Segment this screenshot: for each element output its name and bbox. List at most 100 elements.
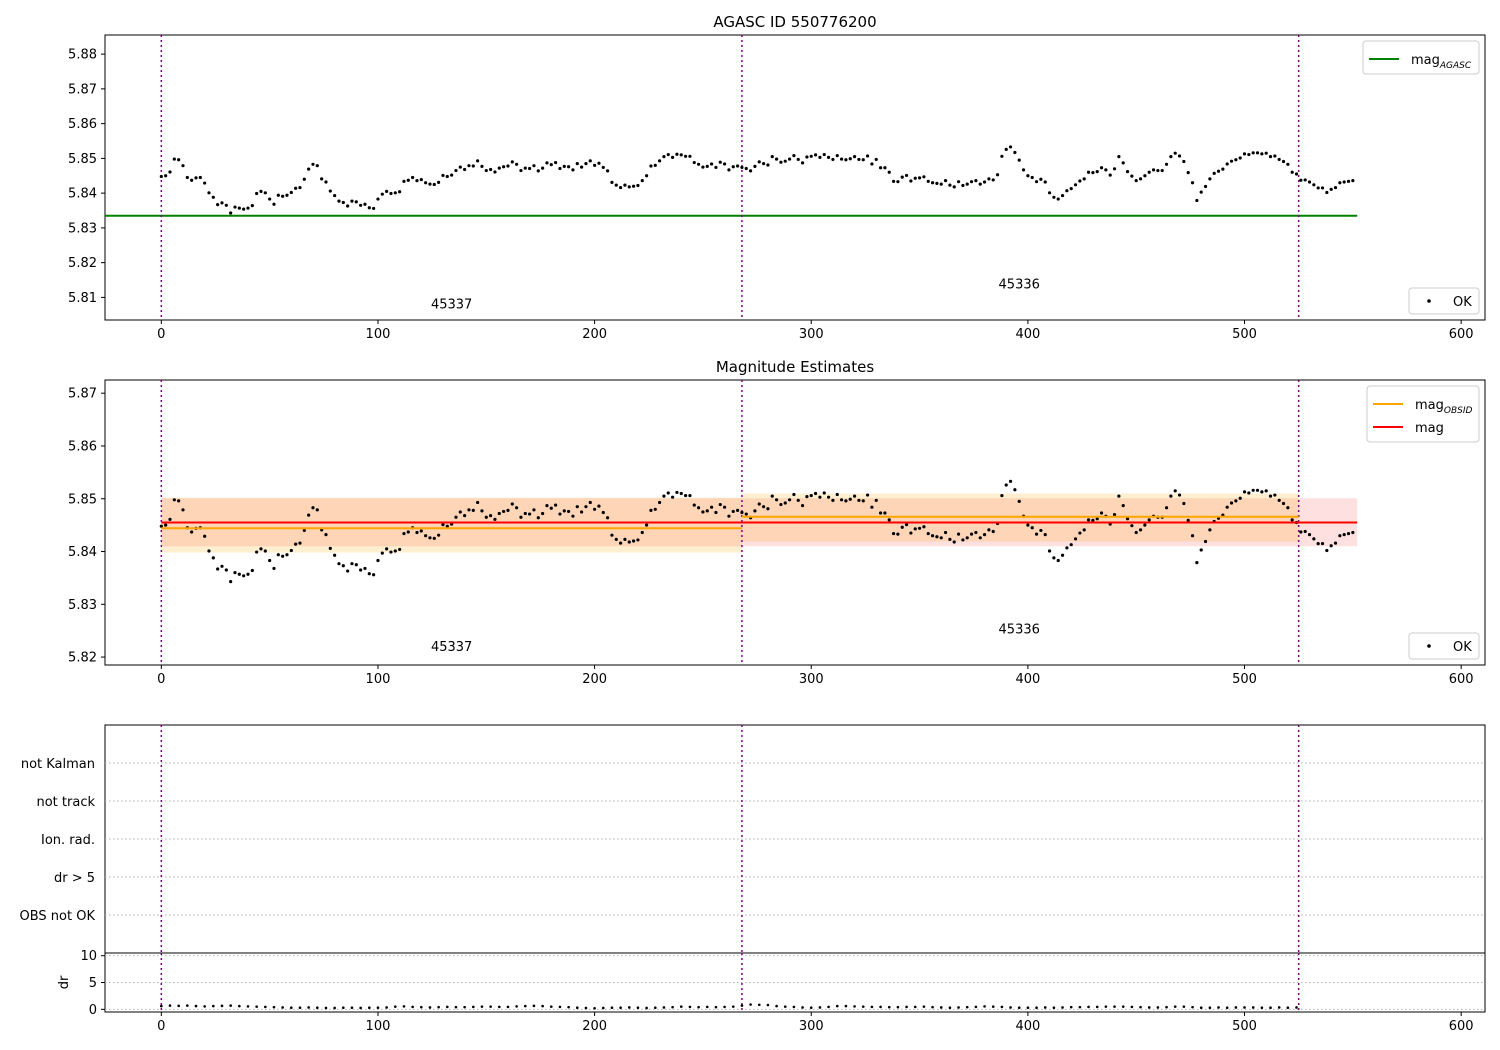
data-point bbox=[246, 1005, 250, 1008]
data-point bbox=[982, 180, 987, 184]
data-point bbox=[861, 499, 865, 503]
data-point bbox=[398, 190, 402, 194]
data-point bbox=[359, 203, 363, 207]
data-point bbox=[268, 558, 272, 563]
data-point bbox=[1013, 150, 1017, 155]
x-tick-label: 200 bbox=[582, 327, 607, 342]
data-point bbox=[965, 1005, 969, 1009]
data-point bbox=[393, 549, 397, 553]
data-point bbox=[593, 163, 597, 167]
y-tick-label: 5.88 bbox=[68, 48, 97, 63]
data-point bbox=[1125, 169, 1130, 174]
data-point bbox=[324, 180, 328, 184]
data-point bbox=[177, 1004, 180, 1008]
data-point bbox=[1225, 1006, 1229, 1010]
data-point bbox=[722, 505, 727, 509]
data-point bbox=[796, 157, 800, 162]
data-point bbox=[961, 183, 965, 188]
x-tick-label: 400 bbox=[1015, 327, 1040, 342]
data-point bbox=[480, 164, 484, 168]
data-point bbox=[536, 169, 540, 173]
data-point bbox=[484, 515, 488, 519]
data-point bbox=[874, 498, 878, 502]
data-point bbox=[302, 177, 306, 181]
data-point bbox=[1112, 167, 1117, 171]
data-point bbox=[489, 167, 493, 172]
data-point bbox=[315, 508, 319, 512]
data-point bbox=[645, 174, 649, 178]
data-point bbox=[497, 511, 501, 516]
data-point bbox=[909, 179, 913, 183]
data-point bbox=[1008, 145, 1013, 149]
data-point bbox=[580, 165, 584, 169]
y-tick-label: 5 bbox=[89, 976, 97, 991]
flag-category-label: not Kalman bbox=[21, 757, 95, 772]
data-point bbox=[181, 164, 185, 168]
data-point bbox=[974, 530, 978, 535]
data-point bbox=[571, 514, 575, 518]
data-point bbox=[584, 1006, 588, 1010]
data-point bbox=[627, 540, 631, 544]
data-point bbox=[735, 164, 740, 168]
data-point bbox=[216, 203, 220, 207]
data-point bbox=[1156, 168, 1160, 173]
data-point bbox=[697, 1005, 700, 1009]
data-point bbox=[636, 1006, 640, 1010]
data-point bbox=[987, 528, 991, 532]
data-point bbox=[688, 154, 692, 158]
data-point bbox=[779, 160, 783, 164]
data-point bbox=[268, 197, 272, 201]
data-point bbox=[298, 185, 302, 190]
data-point bbox=[532, 164, 536, 168]
data-point bbox=[1130, 1005, 1134, 1009]
data-point bbox=[467, 508, 471, 512]
data-point bbox=[1277, 1006, 1281, 1009]
data-point bbox=[657, 159, 662, 163]
data-point bbox=[943, 179, 948, 183]
panel-magnitude-estimates: 0 100 200 300 400 500 600 5.82 5.83 5.84 5.85 5.86 5… bbox=[68, 379, 1486, 687]
data-point bbox=[904, 523, 909, 527]
data-point bbox=[905, 1005, 908, 1009]
data-point bbox=[1268, 494, 1273, 498]
data-point bbox=[1151, 168, 1156, 172]
data-point bbox=[289, 548, 293, 553]
data-point bbox=[584, 505, 588, 509]
data-point bbox=[454, 1005, 458, 1009]
data-point bbox=[632, 184, 636, 188]
data-point bbox=[1247, 152, 1251, 157]
data-point bbox=[1208, 1006, 1212, 1010]
data-point bbox=[437, 1005, 440, 1009]
data-point bbox=[1060, 553, 1065, 557]
data-point bbox=[324, 1006, 328, 1010]
y-tick-label: 5.84 bbox=[68, 187, 97, 202]
data-point bbox=[839, 157, 844, 161]
data-point bbox=[1065, 546, 1069, 550]
data-point bbox=[1099, 511, 1104, 515]
data-point bbox=[974, 179, 978, 183]
data-point bbox=[1281, 501, 1286, 506]
data-point bbox=[939, 1006, 943, 1009]
data-point bbox=[619, 541, 623, 545]
data-point bbox=[774, 498, 779, 502]
data-point bbox=[879, 1005, 882, 1009]
data-point bbox=[831, 498, 835, 502]
y-tick-label: 10 bbox=[80, 949, 97, 964]
data-point bbox=[904, 173, 909, 178]
data-point bbox=[887, 1005, 891, 1009]
x-tick-label: 300 bbox=[799, 1019, 824, 1034]
data-point bbox=[1199, 548, 1203, 552]
data-point bbox=[1035, 1006, 1038, 1010]
data-point bbox=[575, 1006, 579, 1010]
x-tick-label: 200 bbox=[582, 1019, 607, 1034]
data-point bbox=[1026, 174, 1030, 178]
data-point bbox=[636, 538, 640, 542]
data-point bbox=[878, 166, 883, 170]
data-point bbox=[220, 201, 224, 205]
data-point bbox=[168, 170, 172, 174]
data-point bbox=[168, 1004, 172, 1007]
data-point bbox=[493, 170, 497, 174]
data-point bbox=[1065, 189, 1069, 193]
data-point bbox=[164, 523, 168, 527]
data-point bbox=[640, 179, 644, 183]
data-point bbox=[1320, 186, 1325, 190]
